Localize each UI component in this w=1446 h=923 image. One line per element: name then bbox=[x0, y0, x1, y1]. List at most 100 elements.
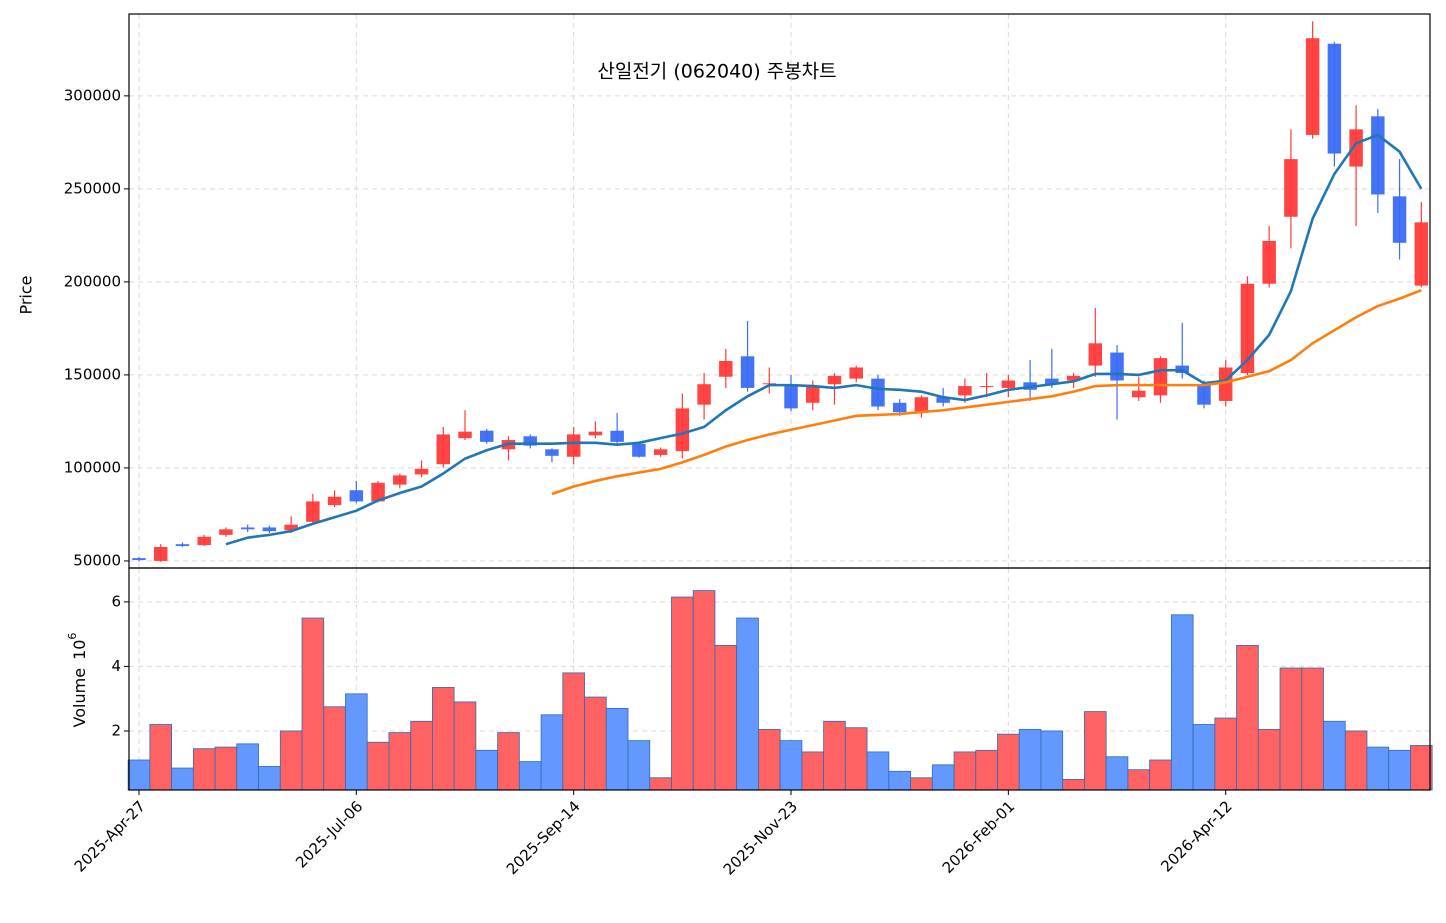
volume-bar bbox=[258, 766, 281, 791]
volume-bar bbox=[1236, 645, 1259, 791]
y-tick-label: 300000 bbox=[64, 86, 121, 104]
volume-bar bbox=[1301, 667, 1324, 791]
candle-body bbox=[1153, 358, 1168, 396]
candle-body bbox=[914, 397, 929, 413]
x-tick-label: 2026-Feb-01 bbox=[939, 797, 1019, 877]
candle-body bbox=[936, 397, 950, 403]
candle-body bbox=[219, 529, 233, 535]
volume-bar bbox=[214, 746, 238, 791]
y-tick-label: 6 bbox=[111, 592, 121, 610]
moving-average-line bbox=[225, 133, 1423, 546]
candle-body bbox=[1132, 390, 1146, 398]
candle-body bbox=[697, 384, 711, 405]
candle-body bbox=[349, 490, 364, 502]
candle-body bbox=[1349, 129, 1363, 167]
volume-bar bbox=[127, 759, 151, 791]
volume-bar bbox=[801, 751, 825, 791]
candle-body bbox=[979, 386, 994, 388]
candle-body bbox=[306, 501, 320, 522]
candle-body bbox=[458, 431, 472, 439]
candle-body bbox=[393, 475, 407, 485]
candle-body bbox=[1284, 159, 1298, 217]
candle-body bbox=[958, 386, 972, 396]
grid bbox=[129, 14, 1430, 790]
candle-body bbox=[632, 443, 646, 457]
volume-bar bbox=[931, 764, 955, 791]
candle-body bbox=[1197, 384, 1211, 405]
volume-bar bbox=[453, 701, 477, 791]
volume-bar bbox=[236, 743, 259, 791]
candle-body bbox=[284, 524, 298, 531]
candle-body bbox=[827, 375, 842, 385]
candle-body bbox=[1240, 283, 1255, 374]
volume-bar bbox=[345, 693, 368, 791]
volume-bar bbox=[758, 728, 781, 791]
volume-bar bbox=[997, 733, 1020, 791]
candle-body bbox=[240, 527, 255, 530]
candle-body bbox=[262, 527, 277, 532]
volume-bar bbox=[149, 724, 172, 791]
candle-body bbox=[327, 496, 342, 506]
volume-bar bbox=[171, 767, 194, 791]
volume-bar bbox=[388, 732, 412, 791]
candle-body bbox=[1327, 43, 1342, 154]
candle-body bbox=[1045, 378, 1059, 385]
volume-bar bbox=[605, 707, 629, 791]
candle-body bbox=[545, 449, 559, 456]
volume-bar bbox=[692, 590, 716, 791]
volume-bar bbox=[366, 741, 390, 791]
candle-body bbox=[871, 378, 885, 407]
candle-body bbox=[1066, 375, 1081, 381]
volume-bar bbox=[1192, 724, 1216, 791]
volume-bar bbox=[844, 727, 868, 791]
candle-body bbox=[719, 360, 733, 377]
candle-body bbox=[1414, 222, 1429, 286]
volume-bar bbox=[1127, 769, 1151, 791]
volume-bar bbox=[432, 686, 455, 791]
y-tick-label: 4 bbox=[111, 657, 121, 675]
candle-body bbox=[175, 544, 190, 547]
volume-panel-frame bbox=[128, 567, 1431, 791]
volume-bar bbox=[1040, 730, 1064, 791]
candle-body bbox=[480, 430, 494, 442]
volume-bar bbox=[1149, 759, 1172, 791]
candle-body bbox=[566, 434, 581, 457]
candle-body bbox=[762, 383, 777, 385]
volume-bar bbox=[866, 751, 890, 791]
volume-bar bbox=[1388, 749, 1411, 791]
x-tick-label: 2025-Sep-14 bbox=[503, 797, 584, 878]
y-axis-label: Price bbox=[17, 275, 36, 314]
volume-bar bbox=[779, 740, 803, 791]
volume-bar bbox=[192, 748, 216, 791]
candle-body bbox=[849, 367, 863, 379]
volume-bar bbox=[1410, 745, 1433, 791]
volume-bar bbox=[888, 770, 911, 791]
candle-body bbox=[1088, 343, 1103, 366]
moving-average-line bbox=[551, 289, 1422, 496]
volume-bar bbox=[1279, 667, 1303, 791]
volume-bar bbox=[301, 617, 325, 791]
y-tick-label: 200000 bbox=[64, 272, 121, 290]
volume-axis-label: Volume 106 bbox=[66, 633, 89, 728]
candle-body bbox=[1371, 116, 1385, 195]
volume-bar bbox=[279, 730, 303, 791]
volume-bar bbox=[736, 617, 759, 791]
volume-bar bbox=[1170, 614, 1194, 791]
volume-label-text: Volume bbox=[70, 668, 89, 728]
x-tick-label: 2025-Jul-06 bbox=[292, 797, 366, 871]
volume-bar bbox=[953, 751, 977, 791]
candle-body bbox=[132, 558, 146, 561]
y-tick-label: 250000 bbox=[64, 179, 121, 197]
volume-bar bbox=[518, 761, 542, 791]
volume-bar bbox=[562, 672, 585, 791]
candle-body bbox=[436, 434, 451, 465]
candle-body bbox=[892, 402, 907, 413]
candle-body bbox=[523, 436, 537, 446]
volume-bar bbox=[714, 645, 738, 791]
y-tick-label: 100000 bbox=[64, 458, 121, 476]
volume-bar bbox=[1105, 756, 1129, 791]
volume-bar bbox=[671, 596, 694, 791]
volume-bar bbox=[1366, 746, 1390, 791]
volume-bar bbox=[823, 720, 846, 791]
